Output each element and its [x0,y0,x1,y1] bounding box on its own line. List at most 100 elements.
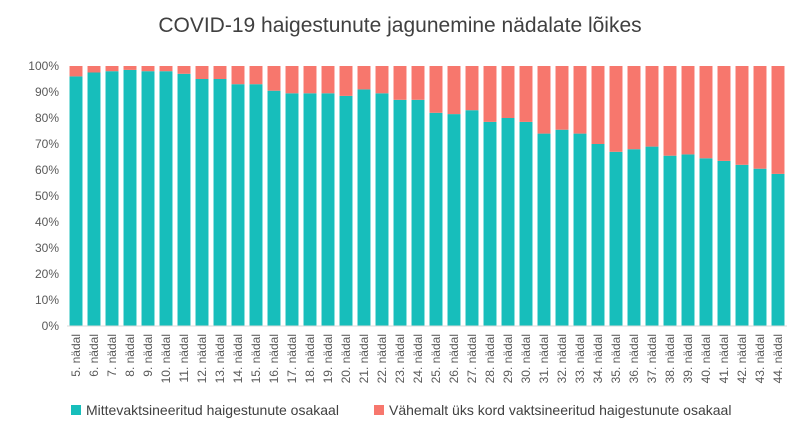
bar-vaccinated [267,66,281,91]
x-tick-label: 40. nädal [699,334,713,383]
x-tick-label: 26. nädal [447,334,461,383]
x-tick-label: 15. nädal [249,334,263,383]
bar-unvaccinated [159,71,173,326]
bar-vaccinated [717,66,731,161]
bar-vaccinated [249,66,263,85]
bar-vaccinated [555,66,569,130]
bar-vaccinated [195,66,209,79]
y-tick-label: 20% [35,267,59,281]
bar-vaccinated [681,66,695,155]
bar-unvaccinated [663,155,677,326]
x-tick-label: 38. nädal [663,334,677,383]
bar-unvaccinated [735,164,749,326]
bar-unvaccinated [339,95,353,327]
legend-label-vaccinated: Vähemalt üks kord vaktsineeritud haigest… [389,402,731,418]
bar-unvaccinated [753,168,767,326]
bar-unvaccinated [681,154,695,326]
x-tick-label: 33. nädal [573,334,587,383]
legend-swatch-unvaccinated [71,405,81,415]
bar-vaccinated [771,66,785,174]
bar-unvaccinated [177,73,191,326]
bar-vaccinated [69,66,83,77]
bar-vaccinated [105,66,119,72]
x-tick-label: 43. nädal [753,334,767,383]
bar-unvaccinated [645,146,659,326]
bar-vaccinated [519,66,533,122]
bar-unvaccinated [591,144,605,326]
bar-unvaccinated [141,71,155,326]
bar-vaccinated [573,66,587,134]
x-tick-label: 21. nädal [357,334,371,383]
bar-unvaccinated [555,129,569,326]
x-tick-label: 28. nädal [483,334,497,383]
x-tick-label: 34. nädal [591,334,605,383]
bar-vaccinated [663,66,677,156]
bar-vaccinated [735,66,749,165]
bar-vaccinated [411,66,425,100]
bar-vaccinated [375,66,389,94]
x-tick-label: 13. nädal [213,334,227,383]
y-tick-label: 10% [35,293,59,307]
x-tick-label: 18. nädal [303,334,317,383]
legend-label-unvaccinated: Mittevaktsineeritud haigestunute osakaal [86,402,339,418]
bar-unvaccinated [105,71,119,326]
bar-vaccinated [753,66,767,169]
bar-vaccinated [429,66,443,113]
bar-unvaccinated [375,93,389,326]
bar-vaccinated [483,66,497,122]
y-tick-label: 80% [35,111,59,125]
y-tick-label: 0% [42,319,60,333]
bar-unvaccinated [465,110,479,326]
bar-vaccinated [141,66,155,72]
bar-unvaccinated [303,93,317,326]
bar-vaccinated [627,66,641,150]
x-tick-label: 22. nädal [375,334,389,383]
x-tick-label: 12. nädal [195,334,209,383]
bar-unvaccinated [357,89,371,327]
x-tick-label: 20. nädal [339,334,353,383]
bar-vaccinated [213,66,227,79]
bar-unvaccinated [483,121,497,327]
x-tick-label: 10. nädal [159,334,173,383]
bar-vaccinated [537,66,551,134]
x-tick-label: 44. nädal [771,334,785,383]
bar-unvaccinated [429,112,443,326]
bar-vaccinated [465,66,479,111]
x-tick-label: 9. nädal [141,334,155,377]
bar-vaccinated [699,66,713,159]
x-tick-label: 31. nädal [537,334,551,383]
bar-vaccinated [87,66,101,73]
bar-vaccinated [393,66,407,100]
x-tick-label: 35. nädal [609,334,623,383]
x-tick-label: 37. nädal [645,334,659,383]
bar-unvaccinated [285,93,299,326]
x-tick-label: 19. nädal [321,334,335,383]
x-tick-label: 16. nädal [267,334,281,383]
bar-vaccinated [645,66,659,147]
x-tick-label: 7. nädal [105,334,119,377]
bar-vaccinated [159,66,173,72]
y-tick-label: 40% [35,215,59,229]
y-tick-label: 50% [35,189,59,203]
bar-unvaccinated [573,133,587,326]
bar-unvaccinated [267,90,281,326]
bar-unvaccinated [195,79,209,326]
bar-unvaccinated [519,121,533,327]
bar-unvaccinated [69,76,83,327]
y-tick-label: 70% [35,137,59,151]
bar-unvaccinated [771,173,785,326]
bar-vaccinated [231,66,245,85]
x-tick-label: 27. nädal [465,334,479,383]
x-tick-label: 41. nädal [717,334,731,383]
x-tick-label: 23. nädal [393,334,407,383]
bar-vaccinated [357,66,371,90]
bar-unvaccinated [213,79,227,326]
bar-vaccinated [285,66,299,94]
bar-vaccinated [177,66,191,74]
y-tick-label: 100% [28,59,59,73]
bar-vaccinated [303,66,317,94]
bar-vaccinated [321,66,335,94]
bar-vaccinated [339,66,353,96]
x-tick-label: 24. nädal [411,334,425,383]
